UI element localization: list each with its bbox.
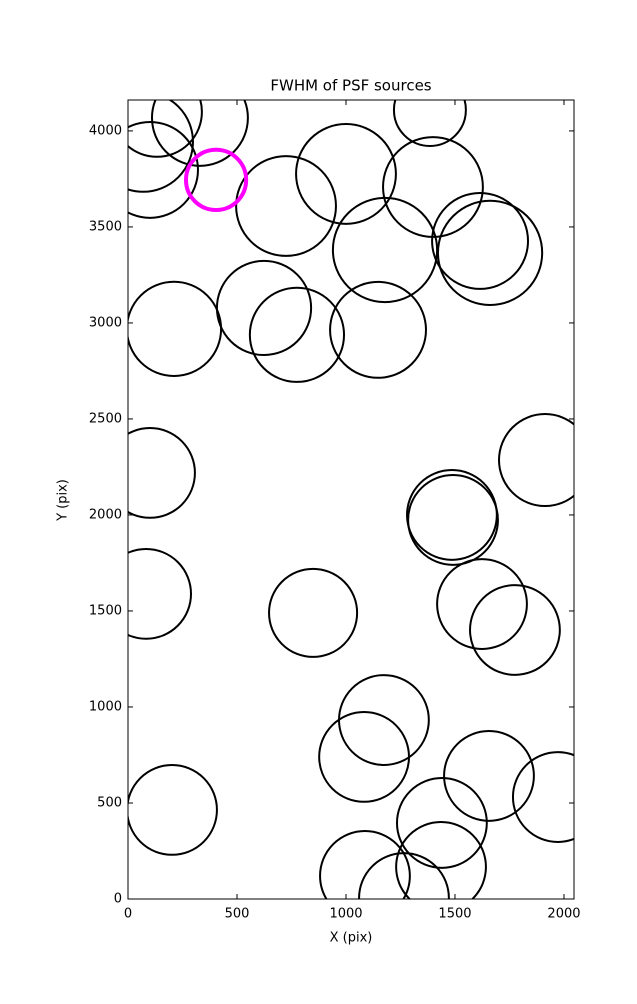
- source-circle: [183, 147, 249, 212]
- x-axis-label: X (pix): [330, 931, 373, 946]
- source-circle: [128, 100, 203, 158]
- source-circle: [392, 100, 467, 147]
- source-circle: [436, 199, 544, 306]
- source-circle: [128, 280, 223, 377]
- source-circle: [128, 547, 192, 640]
- source-circle: [319, 830, 411, 899]
- source-circle: [128, 100, 194, 193]
- y-tick-label: 3000: [89, 315, 122, 330]
- source-circle: [436, 558, 528, 650]
- y-tick-label: 1500: [89, 603, 122, 618]
- source-circle: [128, 764, 218, 856]
- source-circle: [443, 730, 535, 822]
- x-tick-label: 2000: [547, 907, 580, 922]
- source-circle: [128, 120, 199, 219]
- y-axis-label: Y (pix): [56, 479, 71, 522]
- source-circle: [395, 777, 488, 869]
- y-tick-label: 2000: [89, 507, 122, 522]
- x-tick-label: 500: [225, 907, 250, 922]
- source-circle: [469, 584, 561, 676]
- y-tick-label: 1000: [89, 699, 122, 714]
- y-tick-label: 2500: [89, 411, 122, 426]
- chart-title: FWHM of PSF sources: [270, 77, 431, 95]
- source-circle: [248, 286, 346, 383]
- source-circle: [511, 751, 574, 843]
- source-circle: [268, 567, 359, 658]
- x-tick-label: 1000: [329, 907, 362, 922]
- source-circle: [329, 280, 427, 379]
- plot-area: [128, 100, 574, 899]
- source-circle: [150, 100, 249, 167]
- y-tick-label: 500: [97, 795, 122, 810]
- source-circle: [128, 427, 196, 519]
- y-tick-label: 4000: [89, 123, 122, 138]
- source-circle: [407, 474, 499, 566]
- y-tick-label: 0: [114, 892, 122, 907]
- source-circle: [318, 710, 410, 803]
- source-circle: [498, 413, 574, 508]
- source-circle: [295, 123, 397, 225]
- plot-frame: [127, 99, 575, 900]
- source-circle: [358, 852, 450, 899]
- source-circle: [395, 821, 487, 899]
- x-tick-label: 0: [124, 907, 132, 922]
- source-circle: [431, 191, 530, 290]
- x-tick-label: 1500: [438, 907, 471, 922]
- y-tick-label: 3500: [89, 219, 122, 234]
- source-circle: [235, 155, 337, 257]
